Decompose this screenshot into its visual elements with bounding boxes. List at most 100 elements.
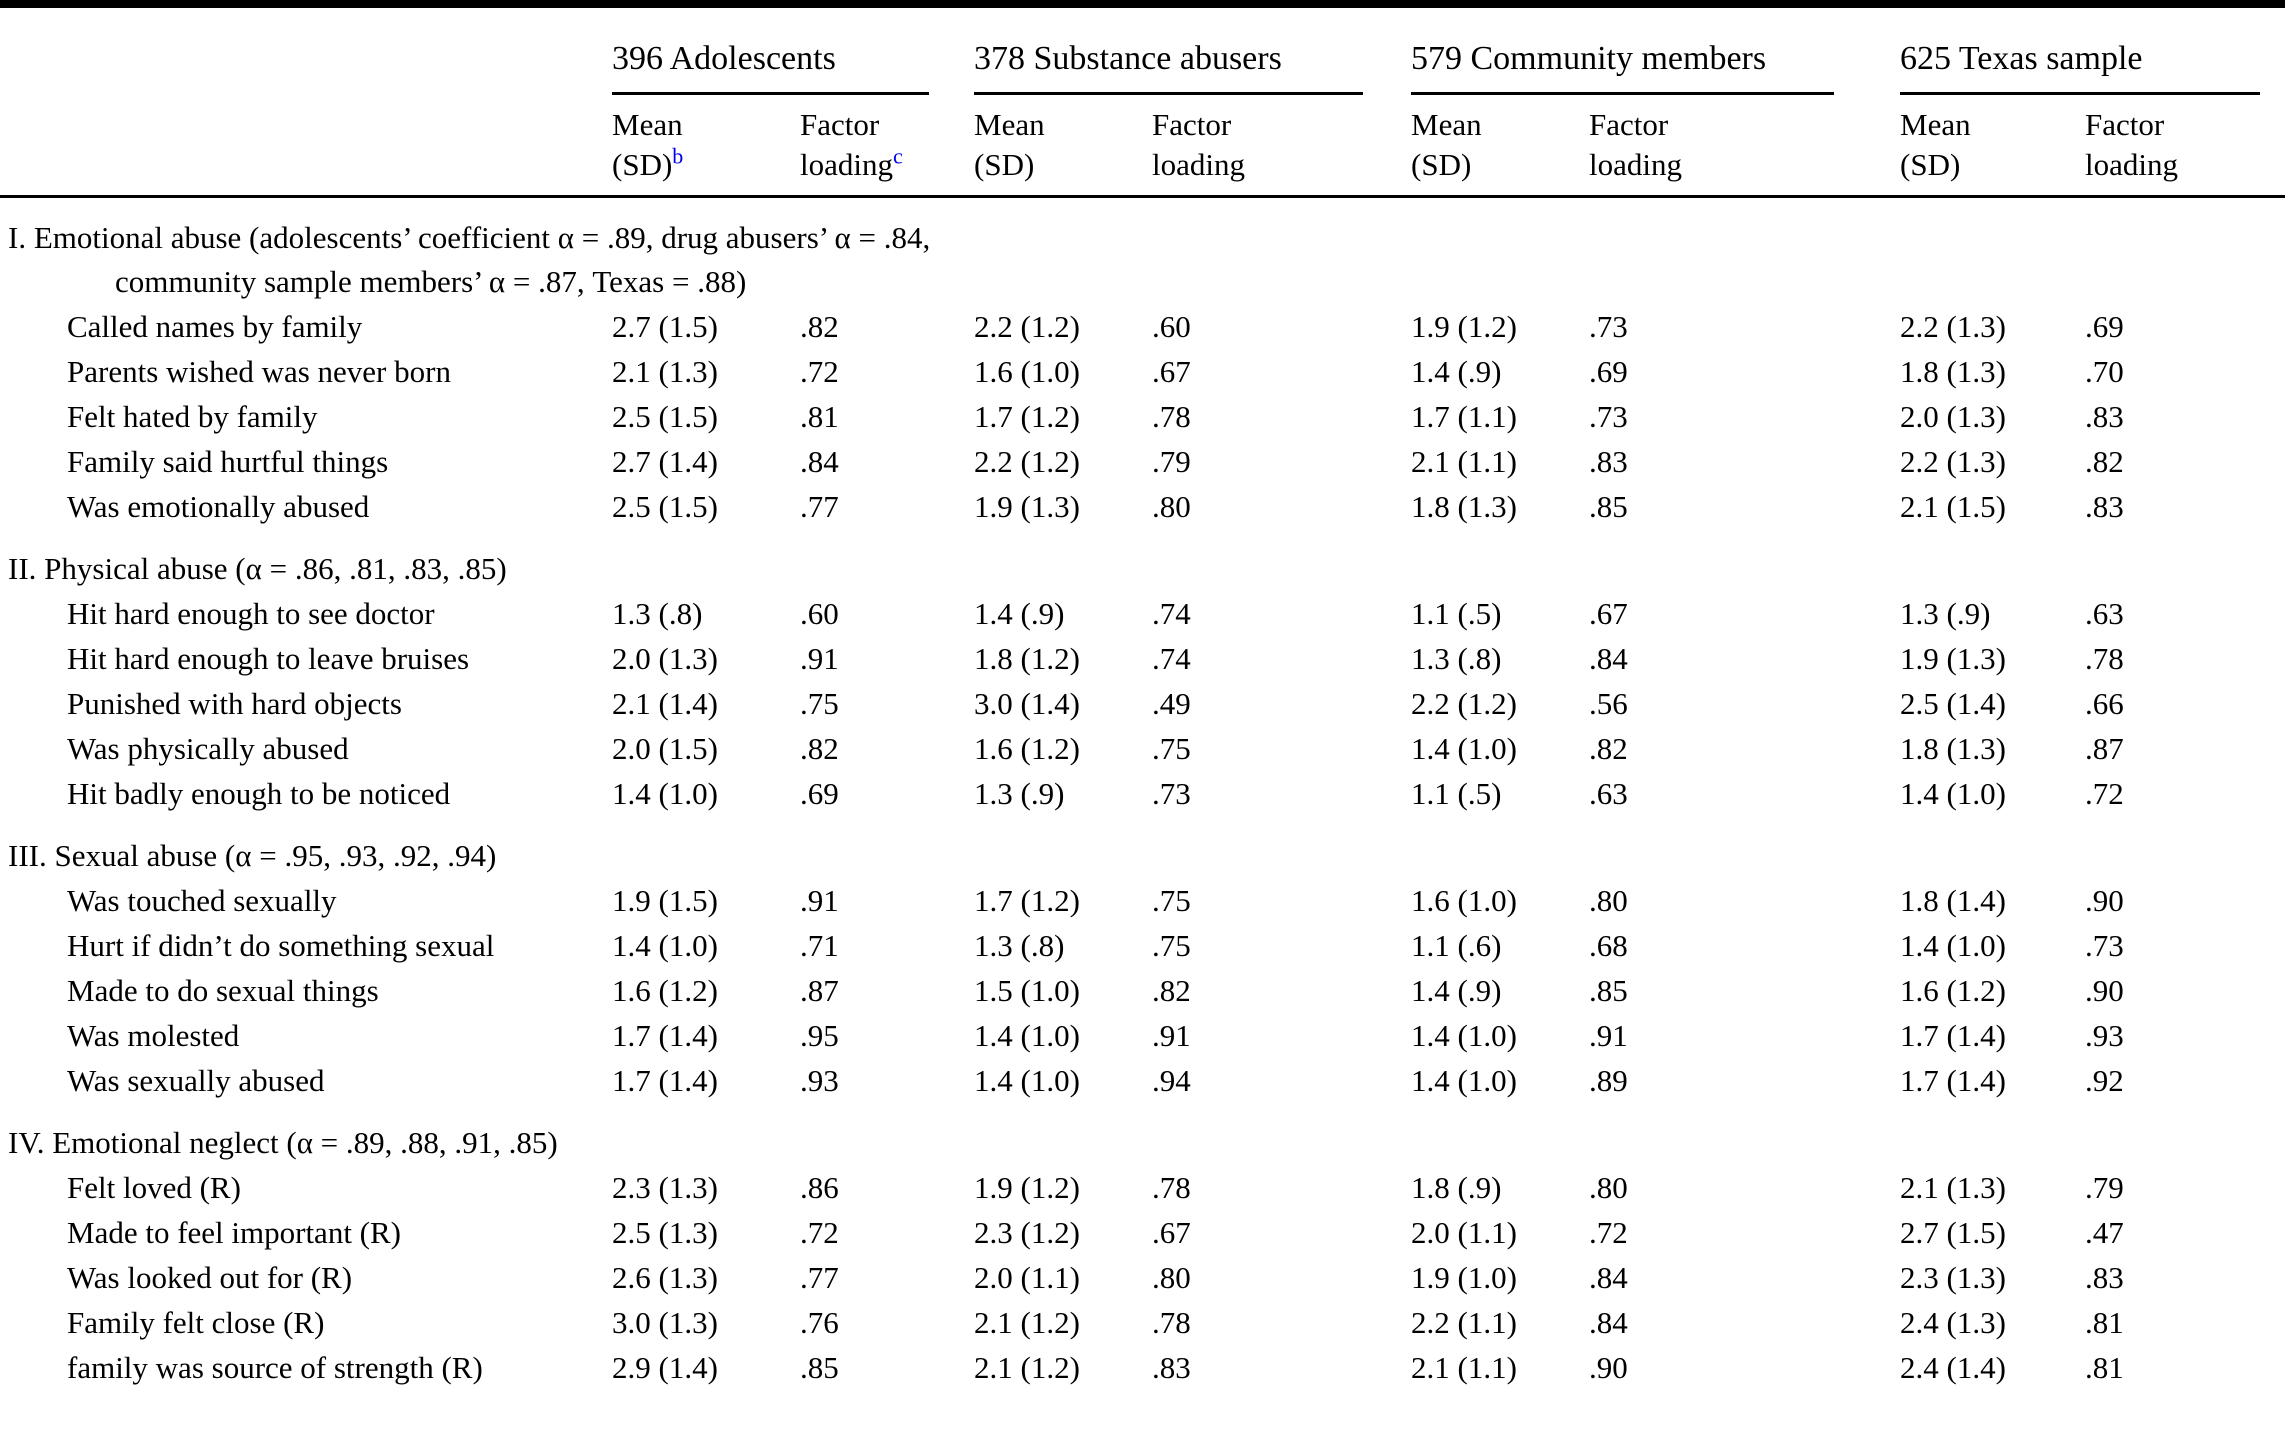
mean-sd-cell-community-members: 2.0 (1.1) (1411, 1215, 1517, 1250)
factor-loading-cell-texas-sample: .66 (2085, 686, 2124, 721)
mean-sd-cell-community-members: 1.1 (.5) (1411, 776, 1502, 811)
col-header-line: (SD) (1411, 147, 1472, 182)
col-header-mean-sd-adolescents: Mean (SD)b (612, 105, 800, 185)
factor-loading-cell-substance-abusers: .80 (1152, 1260, 1191, 1295)
factor-loading-cell-adolescents: .75 (800, 686, 839, 721)
factor-loading-cell-community-members: .69 (1589, 354, 1628, 389)
group-header-community-members: 579 Community members (1411, 38, 1900, 95)
factor-loading-cell-texas-sample: .47 (2085, 1215, 2124, 1250)
mean-sd-cell-adolescents: 1.7 (1.4) (612, 1063, 718, 1098)
factor-loading-cell-substance-abusers: .94 (1152, 1063, 1191, 1098)
factor-loading-cell-substance-abusers: .80 (1152, 489, 1191, 524)
mean-sd-cell-adolescents: 2.9 (1.4) (612, 1350, 718, 1385)
col-header-factor-loading-texas-sample: Factor loading (2085, 105, 2285, 185)
col-header-line: Factor (800, 107, 880, 142)
factor-loading-cell-texas-sample: .90 (2085, 883, 2124, 918)
mean-sd-cell-community-members: 2.1 (1.1) (1411, 1350, 1517, 1385)
factor-loading-cell-texas-sample: .69 (2085, 309, 2124, 344)
factor-loading-cell-community-members: .63 (1589, 776, 1628, 811)
mean-sd-cell-texas-sample: 1.4 (1.0) (1900, 928, 2006, 963)
row-label: Family said hurtful things (67, 444, 389, 479)
mean-sd-cell-substance-abusers: 2.2 (1.2) (974, 309, 1080, 344)
col-header-line: Factor (1589, 107, 1669, 142)
col-header-line: (SD) (1900, 147, 1961, 182)
mean-sd-cell-adolescents: 1.7 (1.4) (612, 1018, 718, 1053)
mean-sd-cell-substance-abusers: 1.7 (1.2) (974, 399, 1080, 434)
mean-sd-cell-community-members: 1.8 (.9) (1411, 1170, 1502, 1205)
factor-loading-cell-texas-sample: .81 (2085, 1350, 2124, 1385)
factor-loading-cell-community-members: .73 (1589, 309, 1628, 344)
factor-loading-cell-substance-abusers: .67 (1152, 354, 1191, 389)
col-header-line: (SD) (612, 147, 673, 182)
mean-sd-cell-substance-abusers: 1.5 (1.0) (974, 973, 1080, 1008)
mean-sd-cell-texas-sample: 2.2 (1.3) (1900, 309, 2006, 344)
table-row: Felt hated by family 2.5 (1.5) .81 1.7 (1.2… (0, 394, 2285, 439)
table-row: Made to do sexual things 1.6 (1.2) .87 1.5 … (0, 968, 2285, 1013)
mean-sd-cell-adolescents: 2.3 (1.3) (612, 1170, 718, 1205)
col-header-factor-loading-substance-abusers: Factor loading (1152, 105, 1411, 185)
mean-sd-cell-adolescents: 1.4 (1.0) (612, 776, 718, 811)
factor-loading-cell-community-members: .91 (1589, 1018, 1628, 1053)
row-label: Was emotionally abused (67, 489, 370, 524)
mean-sd-cell-texas-sample: 2.0 (1.3) (1900, 399, 2006, 434)
factor-loading-cell-adolescents: .95 (800, 1018, 839, 1053)
mean-sd-cell-adolescents: 2.0 (1.5) (612, 731, 718, 766)
row-label: Felt hated by family (67, 399, 318, 434)
group-label: 378 Substance abusers (974, 40, 1282, 77)
table-top-rule (0, 0, 2285, 8)
mean-sd-cell-community-members: 1.4 (1.0) (1411, 731, 1517, 766)
table-row: Family said hurtful things 2.7 (1.4) .84 2.… (0, 439, 2285, 484)
table-row: Parents wished was never born 2.1 (1.3) .7… (0, 349, 2285, 394)
mean-sd-cell-substance-abusers: 2.0 (1.1) (974, 1260, 1080, 1295)
factor-loading-cell-community-members: .67 (1589, 596, 1628, 631)
factor-loading-cell-substance-abusers: .91 (1152, 1018, 1191, 1053)
group-underline (612, 92, 929, 95)
mean-sd-cell-texas-sample: 2.1 (1.5) (1900, 489, 2006, 524)
factor-loading-cell-community-members: .56 (1589, 686, 1628, 721)
mean-sd-cell-adolescents: 2.7 (1.5) (612, 309, 718, 344)
table-body: I. Emotional abuse (adolescents’ coeffic… (0, 216, 2285, 1390)
row-label: Hit badly enough to be noticed (67, 776, 451, 811)
col-header-mean-sd-texas-sample: Mean (SD) (1900, 105, 2085, 185)
mean-sd-cell-substance-abusers: 2.1 (1.2) (974, 1350, 1080, 1385)
factor-loading-cell-community-members: .85 (1589, 489, 1628, 524)
factor-loading-cell-adolescents: .60 (800, 596, 839, 631)
row-label: Was physically abused (67, 731, 349, 766)
factor-loading-cell-texas-sample: .81 (2085, 1305, 2124, 1340)
mean-sd-cell-substance-abusers: 2.3 (1.2) (974, 1215, 1080, 1250)
mean-sd-cell-adolescents: 1.4 (1.0) (612, 928, 718, 963)
footnote-c-link[interactable]: c (893, 143, 903, 169)
factor-loading-cell-adolescents: .87 (800, 973, 839, 1008)
factor-loading-cell-substance-abusers: .67 (1152, 1215, 1191, 1250)
section-heading-line: II. Physical abuse (α = .86, .81, .83, .… (8, 551, 507, 586)
mean-sd-cell-community-members: 1.1 (.6) (1411, 928, 1502, 963)
factor-loading-cell-community-members: .84 (1589, 1305, 1628, 1340)
group-label: 396 Adolescents (612, 40, 836, 77)
table-section: III. Sexual abuse (α = .95, .93, .92, .9… (0, 834, 2285, 1103)
row-label: Was looked out for (R) (67, 1260, 353, 1295)
col-header-mean-sd-community-members: Mean (SD) (1411, 105, 1589, 185)
table-row: Was emotionally abused 2.5 (1.5) .77 1.9 (1… (0, 484, 2285, 529)
mean-sd-cell-texas-sample: 2.7 (1.5) (1900, 1215, 2006, 1250)
mean-sd-cell-texas-sample: 2.2 (1.3) (1900, 444, 2006, 479)
factor-loading-cell-adolescents: .72 (800, 1215, 839, 1250)
factor-loading-cell-texas-sample: .72 (2085, 776, 2124, 811)
table-row: Family felt close (R) 3.0 (1.3) .76 2.1 (1.… (0, 1300, 2285, 1345)
col-header-mean-sd-substance-abusers: Mean (SD) (974, 105, 1152, 185)
factor-loading-cell-community-members: .85 (1589, 973, 1628, 1008)
col-header-line: loading (2085, 147, 2178, 182)
factor-loading-cell-substance-abusers: .78 (1152, 1305, 1191, 1340)
mean-sd-cell-texas-sample: 2.5 (1.4) (1900, 686, 2006, 721)
table-row: Hurt if didn’t do something sexual 1.4 (1… (0, 923, 2285, 968)
factor-loading-cell-community-members: .73 (1589, 399, 1628, 434)
factor-loading-cell-adolescents: .84 (800, 444, 839, 479)
col-header-line: Factor (1152, 107, 1232, 142)
footnote-b-link[interactable]: b (672, 143, 684, 169)
table-row: Called names by family 2.7 (1.5) .82 2.2 (1… (0, 304, 2285, 349)
col-header-line: loading (1589, 147, 1682, 182)
row-label: Was touched sexually (67, 883, 337, 918)
mean-sd-cell-texas-sample: 1.3 (.9) (1900, 596, 1991, 631)
row-label: Was sexually abused (67, 1063, 325, 1098)
section-heading: II. Physical abuse (α = .86, .81, .83, .… (0, 547, 2285, 591)
